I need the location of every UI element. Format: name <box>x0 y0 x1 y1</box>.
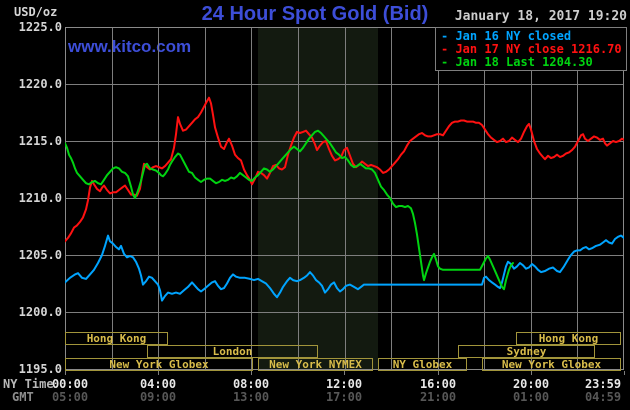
legend-label: Jan 17 NY close 1216.70 <box>455 42 622 56</box>
x-axis-tick-ny: 04:00 <box>139 377 177 391</box>
x-axis-tickmark <box>438 371 439 375</box>
legend-dash-icon: - <box>441 42 456 56</box>
x-axis-tick-ny: 12:00 <box>325 377 363 391</box>
x-axis-tickmark <box>531 371 532 375</box>
x-axis-tick-ny: 08:00 <box>232 377 270 391</box>
datetime-label: January 18, 2017 19:20 <box>454 9 627 24</box>
session-box-london: London <box>147 345 318 358</box>
legend-dash-icon: - <box>441 55 456 69</box>
x-axis-tick-gmt: 21:00 <box>419 390 457 404</box>
session-box-new-york-nymex: New York NYMEX <box>258 358 373 371</box>
session-box-new-york-globex: New York Globex <box>482 358 621 371</box>
legend: - Jan 16 NY closed - Jan 17 NY close 1216… <box>435 27 627 71</box>
chart-title: 24 Hour Spot Gold (Bid) <box>201 3 429 25</box>
gmt-axis-word: GMT <box>12 390 34 404</box>
price-line-jan16 <box>65 234 624 302</box>
y-axis-tick-label: 1220.0 <box>18 77 62 91</box>
x-axis-tick-gmt: 17:00 <box>325 390 363 404</box>
legend-row: - Jan 17 NY close 1216.70 <box>436 43 626 56</box>
legend-label: Jan 18 Last 1204.30 <box>455 55 593 69</box>
y-axis-tick-label: 1195.0 <box>18 362 62 376</box>
plot-border <box>65 27 624 370</box>
session-box-hong-kong: Hong Kong <box>516 332 621 345</box>
session-box-ny-globex: NY Globex <box>378 358 467 371</box>
x-axis-tickmark <box>624 371 625 375</box>
x-axis-tick-gmt: 05:00 <box>51 390 89 404</box>
price-line-jan17 <box>65 96 624 243</box>
plot-area <box>65 27 624 370</box>
x-axis-tick-ny: 20:00 <box>512 377 550 391</box>
y-axis-unit-label: USD/oz <box>14 5 58 19</box>
x-axis-tick-gmt: 09:00 <box>139 390 177 404</box>
session-box-hong-kong: Hong Kong <box>65 332 168 345</box>
session-box-new-york-globex: New York Globex <box>65 358 253 371</box>
x-axis-tick-ny: 23:59 <box>584 377 622 391</box>
y-axis-tick-label: 1200.0 <box>18 305 62 319</box>
legend-dash-icon: - <box>441 29 456 43</box>
y-axis-tick-label: 1215.0 <box>18 134 62 148</box>
ny-time-axis-word: NY Time <box>3 377 54 391</box>
legend-row: - Jan 18 Last 1204.30 <box>436 56 626 69</box>
x-axis-tick-gmt: 01:00 <box>512 390 550 404</box>
legend-label: Jan 16 NY closed <box>455 29 572 43</box>
y-axis-tick-label: 1205.0 <box>18 248 62 262</box>
price-chart-svg <box>65 27 624 370</box>
x-axis-tickmark <box>251 371 252 375</box>
y-axis-tick-label: 1225.0 <box>18 20 62 34</box>
x-axis-tickmark <box>158 371 159 375</box>
price-line-jan18 <box>65 129 514 291</box>
x-axis-tickmark <box>344 371 345 375</box>
x-axis-tick-gmt: 13:00 <box>232 390 270 404</box>
session-box-sydney: Sydney <box>458 345 595 358</box>
legend-row: - Jan 16 NY closed <box>436 30 626 43</box>
y-axis-tick-label: 1210.0 <box>18 191 62 205</box>
x-axis-tick-gmt: 04:59 <box>584 390 622 404</box>
x-axis-tick-ny: 16:00 <box>419 377 457 391</box>
x-axis-tickmark <box>65 371 66 375</box>
kitco-watermark-link[interactable]: www.kitco.com <box>68 37 192 56</box>
x-axis-tick-ny: 00:00 <box>51 377 89 391</box>
